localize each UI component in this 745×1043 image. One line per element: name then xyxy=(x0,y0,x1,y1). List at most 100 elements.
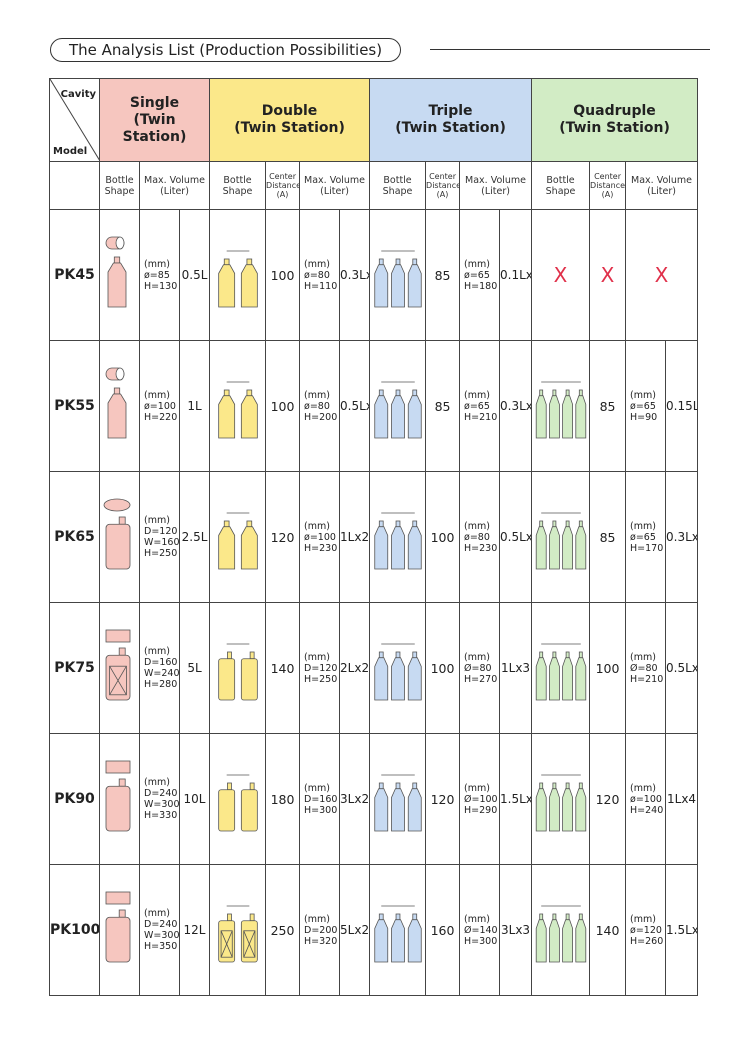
spec-line: (mm) xyxy=(630,389,656,401)
quad-center-distance: 120 xyxy=(589,733,627,865)
single-max-volume: 10L xyxy=(178,733,211,865)
spec-line: H=130 xyxy=(144,280,178,292)
single-bottle-shape-header: Bottle Shape xyxy=(99,161,140,210)
spec-line: ø=80 xyxy=(304,400,330,412)
model-name: PK100 xyxy=(49,864,100,996)
single-max-volume: 0.5L xyxy=(178,209,211,341)
spec-line: H=90 xyxy=(630,411,658,423)
spec-line: H=220 xyxy=(144,411,178,423)
spec-line: D=200 xyxy=(304,924,338,936)
spec-line: ø=65 xyxy=(464,269,490,281)
triple-bottle-cell xyxy=(369,864,427,996)
single-max-volume-header: Max. Volume (Liter) xyxy=(138,161,211,210)
double-bottle-cell xyxy=(209,602,267,734)
double-spec: (mm) ø=100 H=230 xyxy=(299,471,341,603)
page-title: The Analysis List (Production Possibilit… xyxy=(50,38,402,62)
spec-line: Ø=80 xyxy=(464,662,492,674)
quad-spec: (mm) ø=65 H=90 xyxy=(625,340,667,472)
spec-line: H=280 xyxy=(144,679,178,690)
quad-center-distance: 85 xyxy=(589,471,627,603)
single-bottle-shape-icon xyxy=(103,498,130,570)
triple-bottle-cell xyxy=(369,471,427,603)
spec-line: W=300 xyxy=(144,930,180,941)
triple-center-distance: 85 xyxy=(425,209,461,341)
table-row: PK65 (mm) D=120 W=160 H=250 2.5L 120 (mm) ø=100 H… xyxy=(49,471,699,603)
spec-line: D=120 xyxy=(144,526,178,537)
quad-center-distance: 140 xyxy=(589,864,627,996)
single-bottle-shape-icon xyxy=(105,236,126,308)
quad-spec: (mm) ø=120 H=260 xyxy=(625,864,667,996)
model-label: Model xyxy=(53,146,88,157)
spec-line: (mm) xyxy=(630,782,656,794)
double-center-distance: 140 xyxy=(265,602,301,734)
spec-line: H=330 xyxy=(144,810,178,821)
triple-spec: (mm) Ø=140 H=300 xyxy=(459,864,501,996)
double-max-volume: 0.5Lx2 xyxy=(339,340,371,472)
spec-line: Ø=100 xyxy=(464,793,498,805)
single-max-volume: 2.5L xyxy=(178,471,211,603)
double-center-distance: 180 xyxy=(265,733,301,865)
table-row: PK55 (mm) ø=100 H=220 1L 100 (mm) ø=80 H=200 0.5L… xyxy=(49,340,699,472)
double-spec: (mm) D=160 H=300 xyxy=(299,733,341,865)
triple-bottle-cell xyxy=(369,340,427,472)
quad-bottle-cell xyxy=(531,733,591,865)
triple-center-distance: 100 xyxy=(425,471,461,603)
quad-bottle-cell xyxy=(531,471,591,603)
double-max-volume-header: Max. Volume (Liter) xyxy=(299,161,371,210)
triple-spec: (mm) ø=65 H=180 xyxy=(459,209,501,341)
single-max-volume: 12L xyxy=(178,864,211,996)
double-center-distance: 100 xyxy=(265,340,301,472)
single-spec: (mm) ø=100 H=220 xyxy=(139,340,180,472)
quad-max-volume-header: Max. Volume (Liter) xyxy=(625,161,699,210)
triple-bottle-shape-icon xyxy=(373,774,422,832)
double-center-distance: 250 xyxy=(265,864,301,996)
spec-line: (mm) xyxy=(144,908,170,919)
spec-line: ø=80 xyxy=(464,531,490,543)
single-bottle-shape-icon xyxy=(105,891,130,963)
double-center-distance-header: Center Distance (A) xyxy=(265,161,301,210)
quad-bottle-shape-icon xyxy=(535,905,586,963)
double-spec: (mm) ø=80 H=110 xyxy=(299,209,341,341)
corner-header: Cavity Model xyxy=(49,78,100,162)
spec-line: H=290 xyxy=(464,804,498,816)
double-center-distance: 100 xyxy=(265,209,301,341)
spec-line: (mm) xyxy=(304,913,330,925)
spec-line: (mm) xyxy=(464,782,490,794)
spec-line: H=230 xyxy=(304,542,338,554)
spec-line: H=320 xyxy=(304,935,338,947)
triple-bottle-shape-icon xyxy=(373,512,422,570)
group-triple: Triple (Twin Station) xyxy=(369,78,533,162)
double-bottle-shape-icon xyxy=(217,512,258,570)
model-name: PK75 xyxy=(49,602,100,734)
spec-line: D=120 xyxy=(304,662,338,674)
triple-bottle-shape-icon xyxy=(373,250,422,308)
spec-line: (mm) xyxy=(630,651,656,663)
single-bottle-cell xyxy=(99,340,140,472)
quad-not-available-mark: X xyxy=(531,209,591,341)
quad-bottle-cell xyxy=(531,340,591,472)
table-row: PK75 (mm) D=160 W=240 H=280 5L 140 (mm) D=120 H=2… xyxy=(49,602,699,734)
triple-bottle-shape-icon xyxy=(373,381,422,439)
spec-line: W=240 xyxy=(144,668,180,679)
triple-bottle-cell xyxy=(369,209,427,341)
triple-max-volume: 0.1Lx3 xyxy=(499,209,533,341)
triple-bottle-shape-icon xyxy=(373,643,422,701)
triple-spec: (mm) Ø=80 H=270 xyxy=(459,602,501,734)
double-max-volume: 1Lx2 xyxy=(339,471,371,603)
table-row: PK90 (mm) D=240 W=300 H=330 10L 180 (mm) D=160 H=… xyxy=(49,733,699,865)
spec-line: (mm) xyxy=(144,646,170,657)
group-quadruple: Quadruple (Twin Station) xyxy=(531,78,699,162)
spec-line: (mm) xyxy=(144,389,170,401)
double-bottle-cell xyxy=(209,209,267,341)
quad-bottle-shape-header: Bottle Shape xyxy=(531,161,591,210)
spec-line: H=260 xyxy=(630,935,664,947)
triple-center-distance: 100 xyxy=(425,602,461,734)
spec-line: H=250 xyxy=(304,673,338,685)
triple-center-distance: 85 xyxy=(425,340,461,472)
group-single: Single (Twin Station) xyxy=(98,78,211,162)
quad-not-available-mark: X xyxy=(589,209,627,341)
double-bottle-shape-icon xyxy=(217,905,258,963)
spec-line: H=170 xyxy=(630,542,664,554)
spec-line: (mm) xyxy=(144,777,170,788)
triple-max-volume: 0.5Lx3 xyxy=(499,471,533,603)
